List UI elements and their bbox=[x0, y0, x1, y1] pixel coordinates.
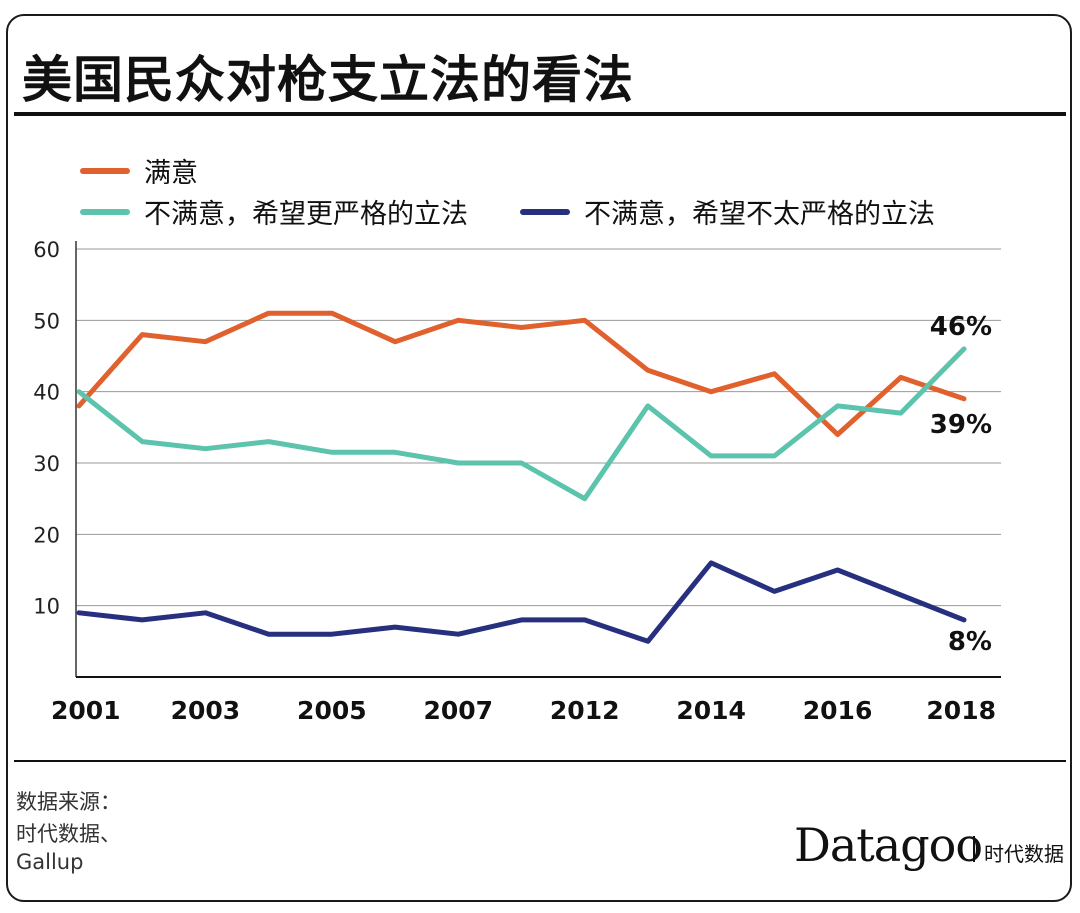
footer-divider bbox=[14, 760, 1066, 762]
x-tick-label: 2018 bbox=[926, 696, 996, 725]
y-tick-label: 40 bbox=[33, 381, 60, 405]
title-divider bbox=[14, 112, 1066, 116]
x-tick-label: 2016 bbox=[803, 696, 873, 725]
end-value-label: 46% bbox=[930, 312, 992, 342]
x-tick-label: 2003 bbox=[171, 696, 241, 725]
brand-subtitle: 时代数据 bbox=[984, 842, 1064, 866]
x-tick-label: 2012 bbox=[550, 696, 620, 725]
y-tick-label: 60 bbox=[33, 238, 60, 262]
end-value-label: 39% bbox=[930, 410, 992, 440]
x-tick-label: 2014 bbox=[676, 696, 746, 725]
y-tick-label: 30 bbox=[33, 452, 60, 476]
brand-divider bbox=[973, 836, 975, 862]
legend-swatch bbox=[520, 209, 570, 215]
legend-swatch bbox=[80, 168, 130, 174]
source-line: 数据来源： bbox=[16, 790, 121, 814]
chart-card bbox=[6, 14, 1072, 902]
x-tick-label: 2005 bbox=[297, 696, 367, 725]
series-line-2 bbox=[76, 346, 967, 502]
legend-swatch bbox=[80, 209, 130, 215]
legend-label: 不满意，希望更严格的立法 bbox=[144, 199, 468, 230]
y-tick-label: 50 bbox=[33, 309, 60, 333]
y-tick-label: 10 bbox=[33, 595, 60, 619]
end-value-label: 8% bbox=[948, 627, 992, 657]
y-tick-label: 20 bbox=[33, 523, 60, 547]
x-tick-label: 2007 bbox=[423, 696, 493, 725]
chart-title: 美国民众对枪支立法的看法 bbox=[22, 51, 634, 109]
brand-logo: Datagoo bbox=[794, 818, 983, 872]
x-tick-label: 2001 bbox=[51, 696, 121, 725]
legend-label: 不满意，希望不太严格的立法 bbox=[584, 199, 935, 230]
series-line-1 bbox=[76, 310, 967, 437]
source-line: Gallup bbox=[16, 850, 84, 874]
legend-label: 满意 bbox=[144, 158, 198, 189]
source-line: 时代数据、 bbox=[16, 822, 121, 846]
series-line-3 bbox=[76, 560, 967, 644]
